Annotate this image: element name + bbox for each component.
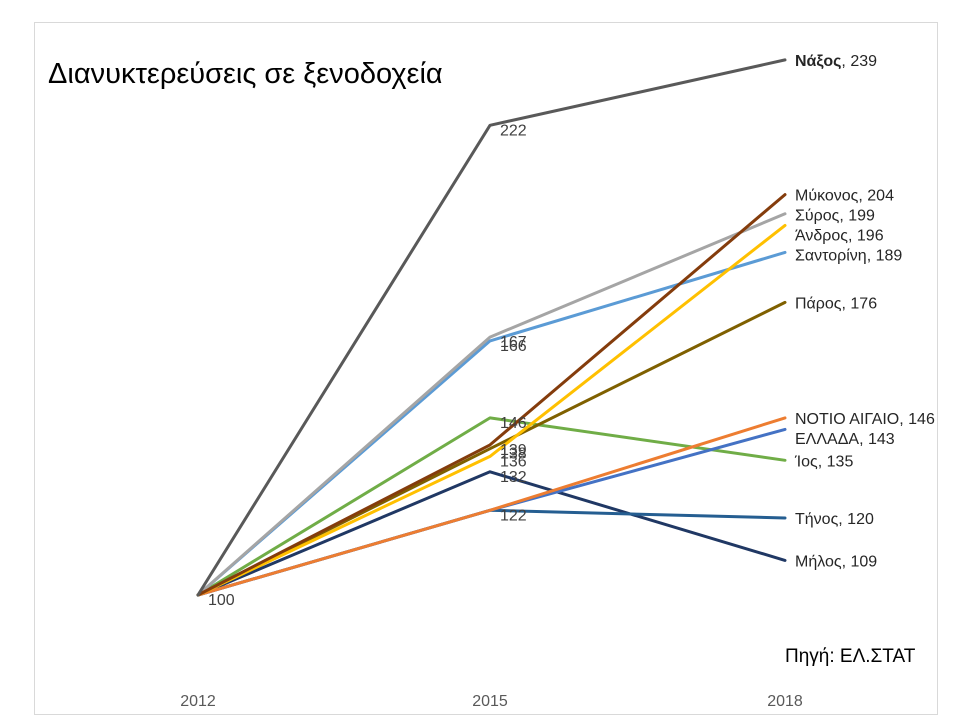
series-line-ιος bbox=[196, 416, 787, 597]
end-label-μυκονος: Μύκονος, 204 bbox=[795, 188, 894, 205]
chart-title: Διανυκτερεύσεις σε ξενοδοχεία bbox=[48, 58, 443, 90]
x-axis: 2012 2015 2018 bbox=[180, 693, 803, 710]
series-line-συρος bbox=[196, 212, 787, 597]
end-label-ελλαδα: ΕΛΛΑΔΑ, 143 bbox=[795, 431, 895, 448]
end-label-ιος: Ίος, 135 bbox=[794, 453, 853, 470]
series-line-ανδρος bbox=[196, 223, 787, 597]
data-label-2015-138-6: 138 bbox=[500, 446, 527, 463]
end-label-τηνος: Τήνος, 120 bbox=[795, 511, 874, 528]
x-tick-2018: 2018 bbox=[767, 693, 803, 710]
series-line-σαντορινη bbox=[196, 250, 787, 597]
end-label-ανδρος: Άνδρος, 196 bbox=[795, 228, 884, 245]
data-label-2015-132-8: 132 bbox=[500, 469, 527, 486]
data-label-2012-100-0: 100 bbox=[208, 592, 235, 609]
source-note: Πηγή: ΕΛ.ΣΤΑΤ bbox=[785, 646, 916, 667]
series-line-μηλος bbox=[196, 470, 787, 597]
data-label-2015-166-3: 166 bbox=[500, 338, 527, 355]
end-label-ναξος: Νάξος, 239 bbox=[795, 53, 877, 70]
label-layer: Νάξος, 239 Μύκονος, 204 Σύρος, 199 Άνδρος, … bbox=[208, 53, 935, 609]
series-layer bbox=[196, 58, 787, 597]
end-label-παρος: Πάρος, 176 bbox=[795, 295, 877, 312]
end-label-μηλος: Μήλος, 109 bbox=[795, 553, 877, 570]
data-label-2015-167-2: 167 bbox=[500, 334, 527, 351]
chart-frame bbox=[34, 22, 938, 715]
data-label-2015-122-9: 122 bbox=[500, 507, 527, 524]
series-line-ναξος bbox=[196, 58, 787, 597]
data-label-2015-146-4: 146 bbox=[500, 415, 527, 432]
data-label-2015-139-5: 139 bbox=[500, 442, 527, 459]
x-tick-2012: 2012 bbox=[180, 693, 216, 710]
data-label-2015-222-1: 222 bbox=[500, 122, 527, 139]
end-label-συρος: Σύρος, 199 bbox=[795, 208, 875, 225]
x-tick-2015: 2015 bbox=[472, 693, 508, 710]
data-label-2015-136-7: 136 bbox=[500, 453, 527, 470]
end-label-σαντορινη: Σαντορίνη, 189 bbox=[795, 248, 902, 265]
series-line-νοτιο-αιγαιο bbox=[196, 416, 787, 597]
series-line-μυκονος bbox=[196, 193, 787, 597]
end-label-νοτιο-αιγαιο: ΝΟΤΙΟ ΑΙΓΑΙΟ, 146 bbox=[795, 411, 935, 428]
